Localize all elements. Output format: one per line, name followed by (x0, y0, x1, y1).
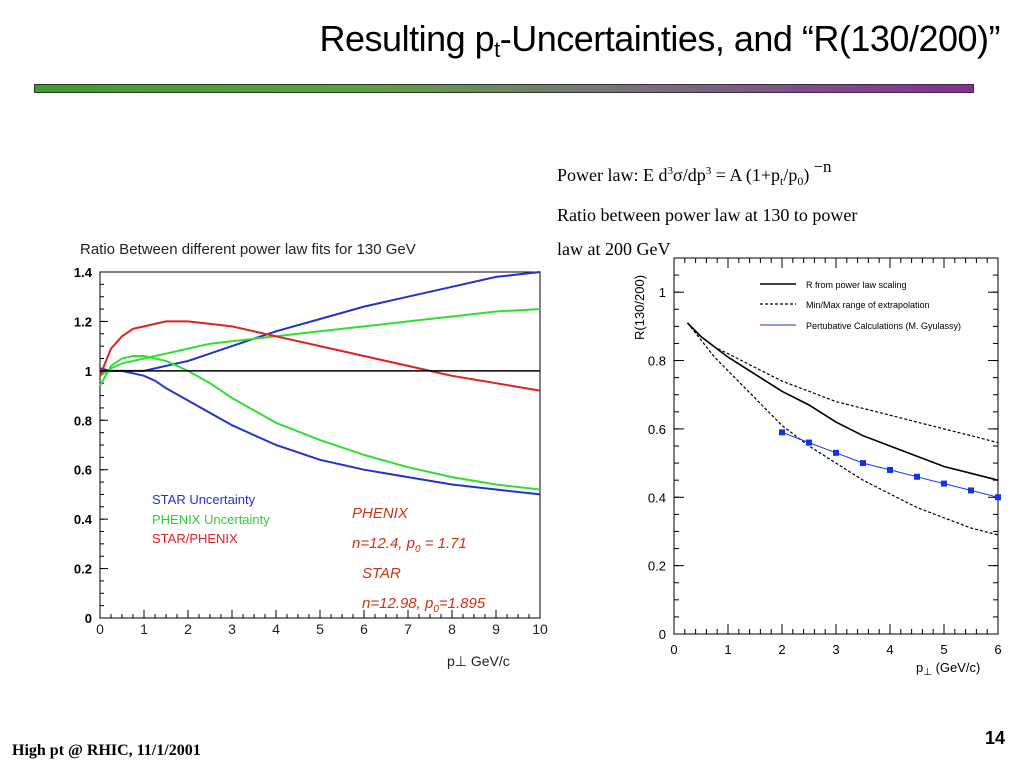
eq-part: ) (803, 165, 810, 185)
left-x-tick-label: 6 (360, 621, 368, 637)
title-text-pre: Resulting p (319, 18, 495, 59)
left-series-line-0 (99, 271, 541, 375)
left-y-tick-label: 0.6 (74, 463, 92, 478)
left-x-tick-label: 2 (184, 621, 192, 637)
left-x-tick-label: 5 (316, 621, 324, 637)
eq-sup: 3 (705, 165, 712, 177)
left-x-tick-label: 7 (404, 621, 412, 637)
legend-entry-star-phenix: STAR/PHENIX (152, 531, 238, 546)
eq-sub: 0 (797, 174, 804, 188)
right-x-tick-label: 3 (832, 642, 839, 657)
legend-entry-min-max: Min/Max range of extrapolation (806, 300, 930, 310)
left-y-tick-label: 0.8 (74, 413, 92, 428)
right-y-tick-label: 0.4 (648, 490, 666, 505)
right-pertubative-point (914, 473, 920, 480)
legend-entry-pertubative: Pertubative Calculations (M. Gyulassy) (806, 321, 961, 331)
right-x-tick-label: 1 (724, 642, 731, 657)
eq-part: Power law: E d (557, 165, 668, 185)
right-pertubative-point (887, 466, 893, 473)
right-y-tick-label: 0.6 (648, 422, 666, 437)
left-x-axis-label: p⊥ GeV/c (447, 653, 510, 669)
title-subscript: t (494, 37, 500, 62)
right-x-axis-label: p⊥ (GeV/c) (916, 660, 980, 678)
left-x-tick-label: 8 (448, 621, 456, 637)
right-y-tick-label: 0.8 (648, 354, 666, 369)
left-series-line-4 (99, 320, 541, 392)
right-series-line-0 (686, 322, 999, 481)
legend-entry-r-power-law: R from power law scaling (806, 280, 907, 290)
right-series-line-2 (687, 322, 999, 536)
right-pertubative-line (781, 431, 999, 498)
left-x-tick-label: 10 (532, 621, 548, 637)
left-y-tick-label: 0 (85, 611, 92, 626)
right-pertubative-point (941, 480, 947, 487)
legend-entry-phenix: PHENIX Uncertainty (152, 512, 270, 527)
right-y-tick-label: 1 (659, 285, 666, 300)
equation-line-1: Power law: E d3σ/dp3 = A (1+pt/p0) −n (557, 150, 957, 198)
left-y-tick-label: 1.4 (74, 265, 93, 280)
left-series-line-1 (99, 367, 541, 496)
left-y-tick-label: 1.2 (74, 314, 92, 329)
left-x-tick-label: 3 (228, 621, 236, 637)
eq-part: σ/dp (672, 165, 706, 185)
eq-sup: 3 (667, 165, 673, 177)
slide-title: Resulting pt-Uncertainties, and “R(130/2… (0, 18, 1001, 63)
left-series-line-3 (99, 355, 541, 491)
right-pertubative-point (860, 460, 866, 467)
right-y-tick-label: 0.2 (648, 559, 666, 574)
right-y-axis-label: R(130/200) (632, 275, 647, 340)
left-y-tick-label: 0.4 (74, 512, 93, 527)
left-x-tick-label: 4 (272, 621, 280, 637)
title-text-post: -Uncertainties, and “R(130/200)” (499, 18, 1001, 59)
left-x-tick-label: 1 (140, 621, 148, 637)
right-plot-frame (673, 257, 999, 635)
left-x-tick-label: 0 (96, 621, 104, 637)
left-x-tick-label: 9 (492, 621, 500, 637)
left-y-tick-label: 1 (85, 364, 92, 379)
annotation-star: STAR (362, 565, 401, 582)
right-x-tick-label: 2 (778, 642, 785, 657)
right-pertubative-point (779, 429, 785, 436)
right-y-tick-label: 0 (659, 627, 666, 642)
left-chart-title: Ratio Between different power law fits f… (80, 241, 416, 258)
left-series-line-2 (99, 308, 541, 377)
legend-entry-star: STAR Uncertainty (152, 492, 256, 507)
equation-block: Power law: E d3σ/dp3 = A (1+pt/p0) −n Rat… (557, 150, 957, 266)
annotation-star-params: n=12.98, p0=1.895 (362, 595, 486, 615)
left-plot-frame (99, 271, 541, 619)
right-x-tick-label: 0 (670, 642, 677, 657)
right-series-line-1 (687, 322, 999, 444)
right-pertubative-point (806, 439, 812, 446)
footer-text: High pt @ RHIC, 11/1/2001 (12, 742, 201, 759)
left-ratio-chart: Ratio Between different power law fits f… (74, 241, 548, 669)
left-y-tick-label: 0.2 (74, 562, 92, 577)
right-x-tick-label: 5 (940, 642, 947, 657)
eq-part: = A (1+p (711, 165, 781, 185)
equation-line-2: Ratio between power law at 130 to power (557, 205, 858, 225)
annotation-phenix-params: n=12.4, p0 = 1.71 (352, 535, 467, 555)
eq-sub: t (780, 174, 784, 188)
annotation-phenix: PHENIX (352, 505, 409, 522)
right-pertubative-point (968, 487, 974, 494)
right-pertubative-point (995, 494, 1001, 501)
page-number: 14 (985, 728, 1006, 748)
right-x-tick-label: 4 (886, 642, 893, 657)
eq-part: /p (783, 165, 798, 185)
eq-exponent: −n (813, 157, 832, 176)
equation-line-3: law at 200 GeV (557, 239, 671, 259)
right-r130-200-chart: 0 1 2 3 4 5 6 0 0.2 0.4 0.6 0.8 1 R from power law s… (632, 257, 1002, 678)
right-pertubative-point (833, 449, 839, 456)
right-x-tick-label: 6 (994, 642, 1001, 657)
title-divider-bar (34, 84, 974, 93)
